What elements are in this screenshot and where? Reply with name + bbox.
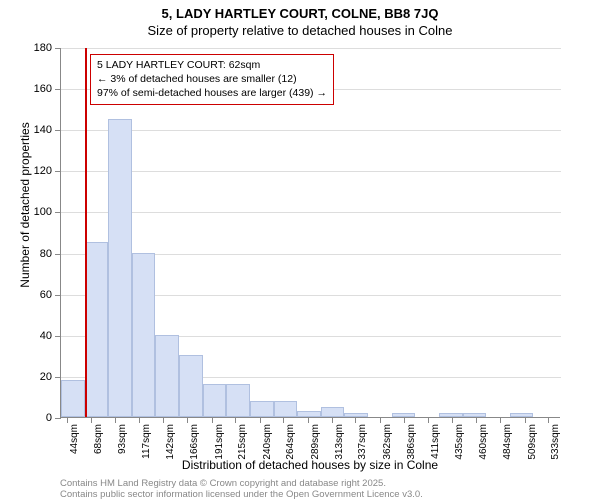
- x-tick: [115, 417, 116, 423]
- footer-attribution-1: Contains HM Land Registry data © Crown c…: [60, 478, 386, 489]
- y-tick: [55, 377, 61, 378]
- x-tick: [404, 417, 405, 423]
- gridline: [61, 171, 561, 172]
- y-tick: [55, 254, 61, 255]
- histogram-bar: [439, 413, 463, 417]
- x-tick: [260, 417, 261, 423]
- x-tick: [476, 417, 477, 423]
- y-tick-label: 120: [22, 165, 52, 177]
- y-tick-label: 40: [22, 330, 52, 342]
- histogram-bar: [250, 401, 274, 417]
- y-tick: [55, 89, 61, 90]
- annotation-line2: ← 3% of detached houses are smaller (12): [97, 72, 327, 86]
- histogram-bar: [510, 413, 534, 417]
- histogram-bar: [108, 119, 132, 417]
- y-tick-label: 80: [22, 248, 52, 260]
- x-tick: [163, 417, 164, 423]
- x-tick: [283, 417, 284, 423]
- y-tick-label: 160: [22, 83, 52, 95]
- histogram-bar: [226, 384, 250, 417]
- x-tick: [67, 417, 68, 423]
- histogram-bar: [132, 253, 156, 417]
- histogram-bar: [463, 413, 487, 417]
- histogram-bar: [321, 407, 345, 417]
- x-tick: [187, 417, 188, 423]
- x-tick: [91, 417, 92, 423]
- annotation-line3: 97% of semi-detached houses are larger (…: [97, 86, 327, 100]
- histogram-bar: [203, 384, 227, 417]
- gridline: [61, 212, 561, 213]
- x-tick: [355, 417, 356, 423]
- histogram-chart: 02040608010012014016018044sqm68sqm93sqm1…: [60, 48, 560, 418]
- x-tick: [500, 417, 501, 423]
- y-tick-label: 0: [22, 412, 52, 424]
- y-tick-label: 180: [22, 42, 52, 54]
- y-tick-label: 20: [22, 371, 52, 383]
- x-tick: [452, 417, 453, 423]
- x-tick: [212, 417, 213, 423]
- x-tick: [380, 417, 381, 423]
- page-title-line1: 5, LADY HARTLEY COURT, COLNE, BB8 7JQ: [0, 0, 600, 21]
- x-tick: [525, 417, 526, 423]
- y-tick: [55, 130, 61, 131]
- histogram-bar: [155, 335, 179, 417]
- annotation-box: 5 LADY HARTLEY COURT: 62sqm ← 3% of deta…: [90, 54, 334, 105]
- histogram-bar: [85, 242, 109, 417]
- y-tick: [55, 336, 61, 337]
- histogram-bar: [179, 355, 203, 417]
- x-tick: [139, 417, 140, 423]
- x-tick: [235, 417, 236, 423]
- page-title-line2: Size of property relative to detached ho…: [0, 21, 600, 38]
- histogram-bar: [61, 380, 85, 417]
- histogram-bar: [274, 401, 298, 417]
- x-tick: [332, 417, 333, 423]
- y-tick-label: 100: [22, 206, 52, 218]
- y-tick: [55, 295, 61, 296]
- x-tick: [548, 417, 549, 423]
- y-tick: [55, 48, 61, 49]
- x-tick: [308, 417, 309, 423]
- x-tick: [428, 417, 429, 423]
- y-tick: [55, 418, 61, 419]
- footer-attribution-2: Contains public sector information licen…: [60, 489, 423, 500]
- marker-line: [85, 48, 87, 417]
- y-tick-label: 60: [22, 289, 52, 301]
- x-axis-title: Distribution of detached houses by size …: [60, 458, 560, 472]
- y-tick-label: 140: [22, 124, 52, 136]
- y-tick: [55, 171, 61, 172]
- annotation-line1: 5 LADY HARTLEY COURT: 62sqm: [97, 58, 327, 72]
- gridline: [61, 130, 561, 131]
- y-tick: [55, 212, 61, 213]
- gridline: [61, 48, 561, 49]
